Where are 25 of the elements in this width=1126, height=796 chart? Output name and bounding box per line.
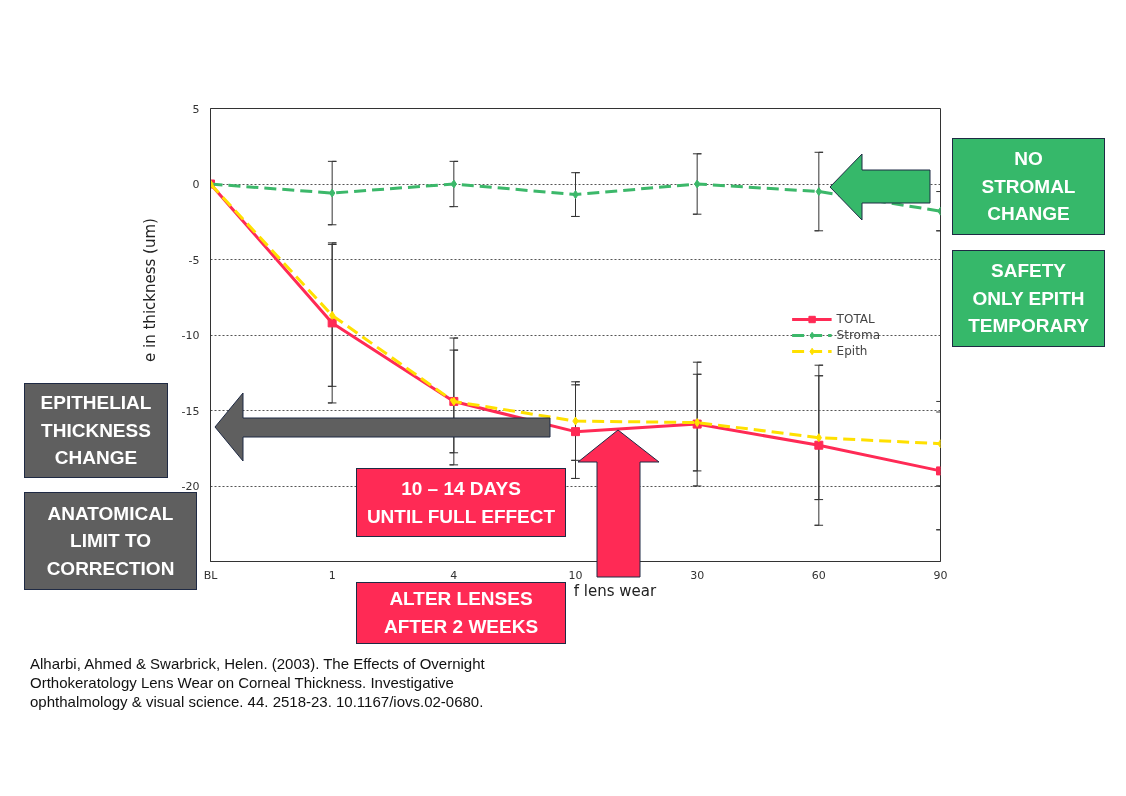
x-tick-label: 60 — [811, 568, 826, 582]
text: NO STROMAL CHANGE — [952, 138, 1105, 235]
x-tick-label: BL — [203, 568, 219, 582]
y-axis-title: e in thickness (um) — [141, 218, 159, 362]
text: EPITHELIAL THICKNESS CHANGE — [24, 383, 168, 478]
y-tick-label: -10 — [181, 329, 200, 342]
text: SAFETY ONLY EPITH TEMPORARY — [952, 250, 1105, 347]
x-tick-label: 30 — [690, 568, 705, 582]
y-tick-label: -15 — [181, 404, 200, 418]
x-tick-label: 90 — [933, 568, 948, 582]
annotation: 10 – 14 DAYS UNTIL FULL EFFECT — [356, 468, 566, 537]
text: Alharbi, Ahmed & Swarbrick, Helen. (2003). The Effects of Overnight Orthokeratology Lens Wear on Corneal Thickness. Investigative ophthalmology & visual science. 44. 2518-23. 10.1167/iovs.02-0680. — [30, 655, 485, 712]
x-tick-label: 4 — [450, 568, 458, 582]
x-tick-label: 1 — [328, 568, 336, 582]
x-axis-title: f lens wear — [573, 582, 657, 600]
legend-label: Stroma — [836, 326, 880, 343]
text: ALTER LENSES AFTER 2 WEEKS — [356, 582, 566, 644]
text: ANATOMICAL LIMIT TO CORRECTION — [24, 492, 197, 590]
y-tick-label: -5 — [188, 253, 200, 267]
legend-label: Epith — [836, 342, 868, 359]
y-tick-label: 5 — [192, 102, 200, 116]
y-tick-label: -20 — [181, 480, 200, 493]
y-tick-label: 0 — [192, 178, 200, 191]
x-tick-label: 10 — [568, 568, 583, 582]
legend-label: TOTAL — [836, 310, 875, 327]
